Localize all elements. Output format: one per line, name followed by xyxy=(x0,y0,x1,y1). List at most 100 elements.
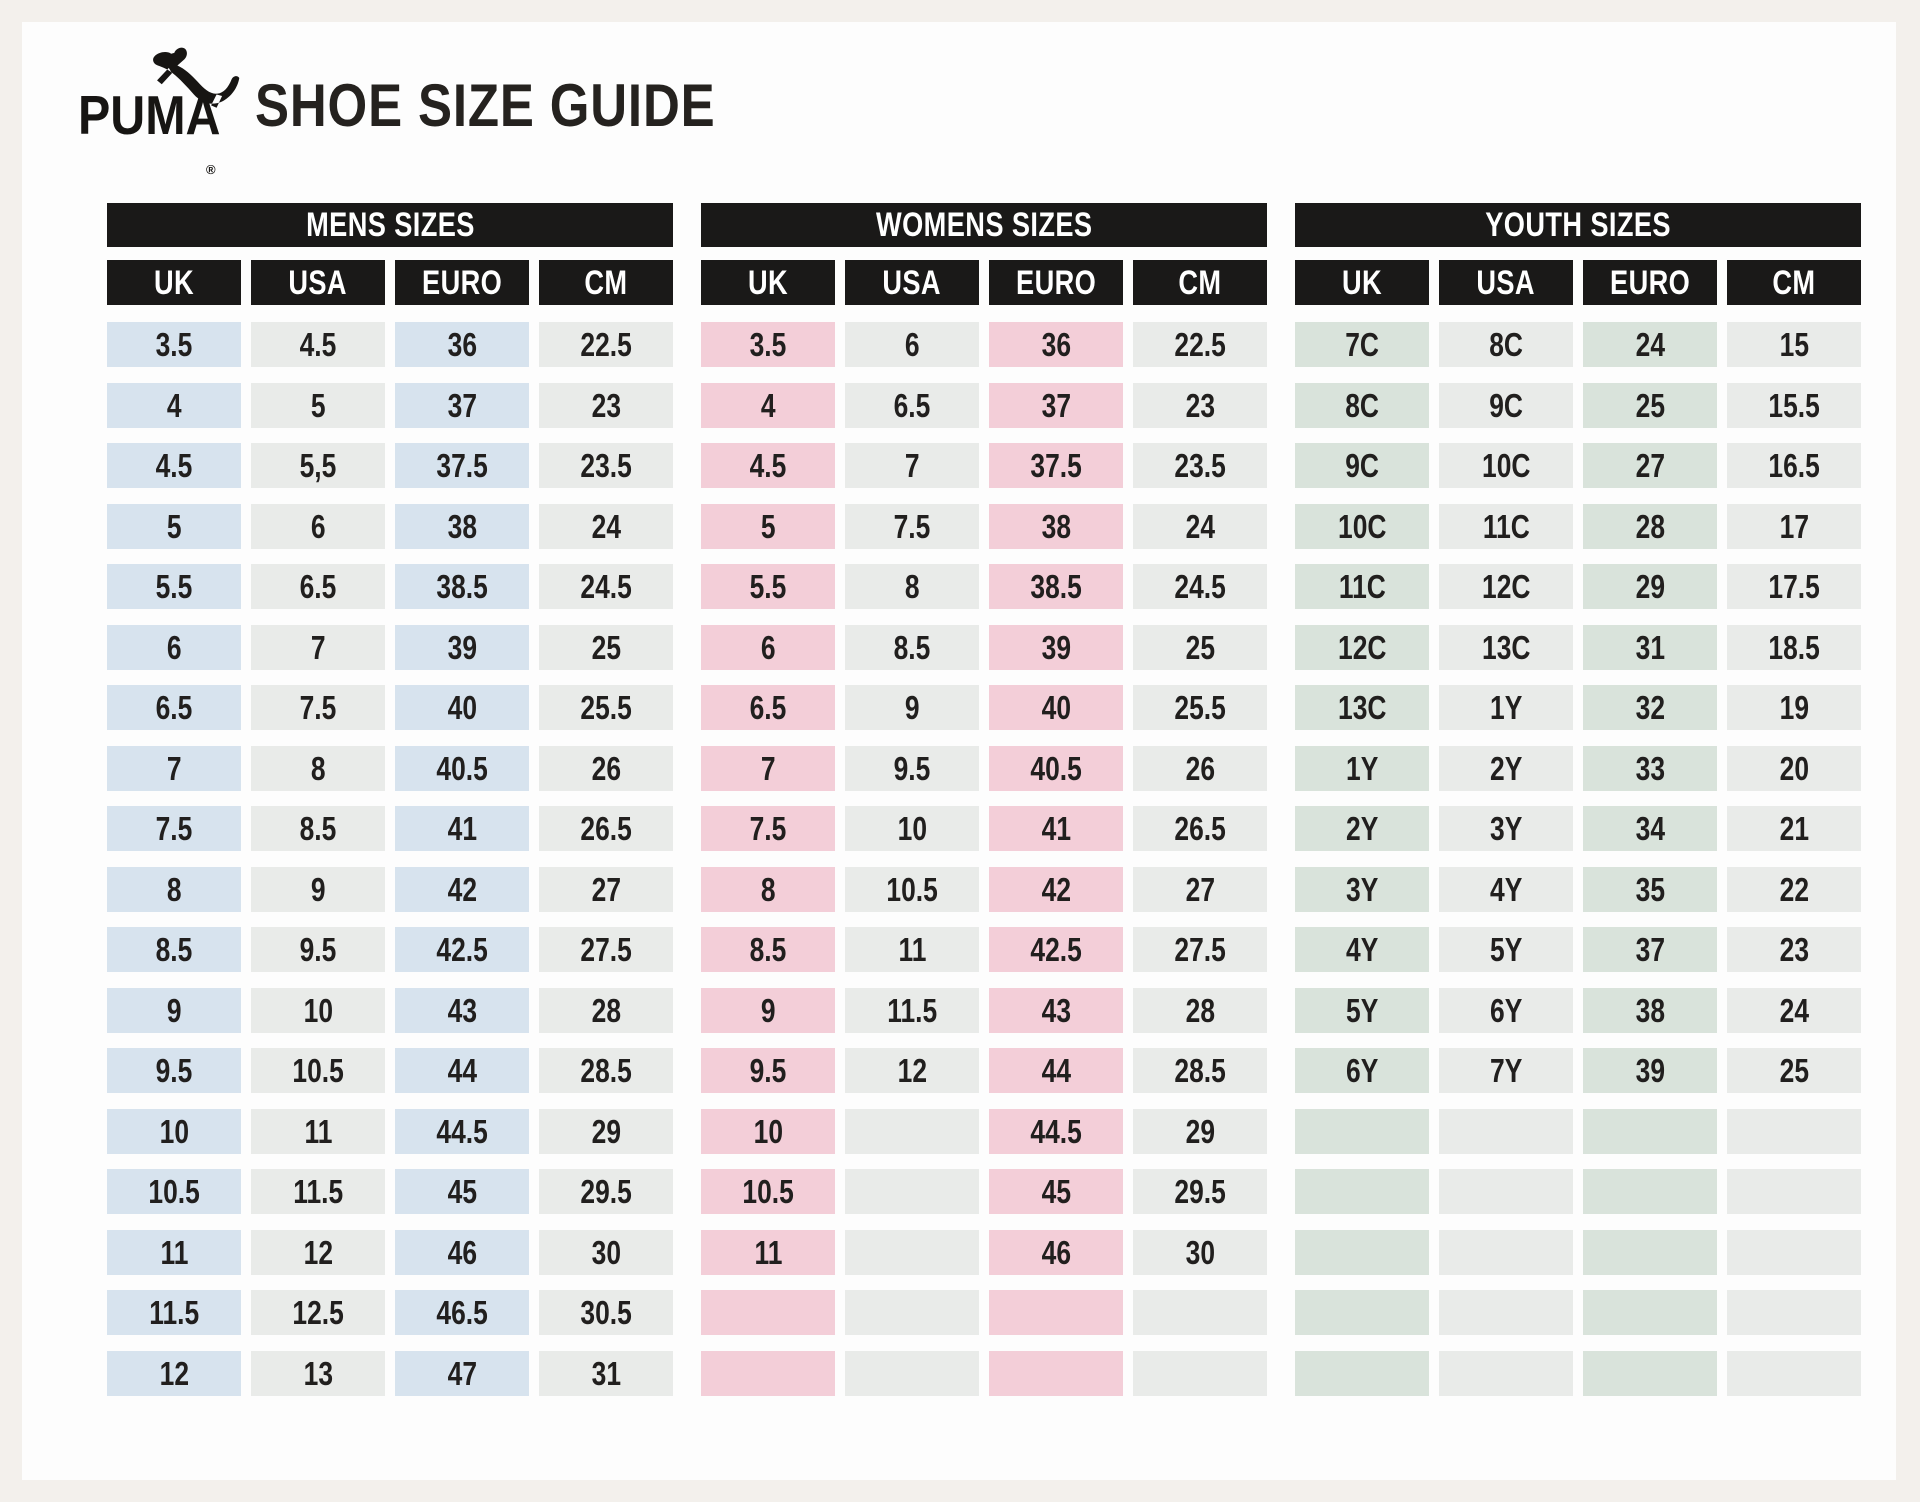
size-cell: 42.5 xyxy=(989,927,1123,972)
size-cell: 8C xyxy=(1295,382,1429,428)
size-cell-empty xyxy=(1727,1290,1861,1335)
size-cell-empty xyxy=(1295,1229,1429,1275)
size-cell-empty xyxy=(1439,1229,1573,1275)
size-cell: 5 xyxy=(107,503,241,549)
column-header-row: UK USA EURO CM xyxy=(701,260,1267,305)
size-cell: 22.5 xyxy=(539,322,673,367)
size-cell: 6 xyxy=(701,624,835,670)
size-cell-empty xyxy=(1439,1108,1573,1154)
size-cell: 8.5 xyxy=(701,927,835,972)
womens-sizes-table: WOMENS SIZES UK USA EURO CM 3.5 6 36 22.5 4 6.5 3… xyxy=(701,203,1267,1396)
size-cell: 1Y xyxy=(1439,685,1573,730)
size-cell-empty xyxy=(1727,1108,1861,1154)
size-cell: 10.5 xyxy=(107,1169,241,1214)
size-cell: 26.5 xyxy=(1133,806,1267,851)
size-cell: 8.5 xyxy=(251,806,385,851)
size-cell-empty xyxy=(1439,1290,1573,1335)
size-tables: MENS SIZES UK USA EURO CM 3.5 4.5 36 22.5 4 5 37 2… xyxy=(107,203,1861,1396)
size-grid: 7C 8C 24 15 8C 9C 25 15.5 9C 10C 27 16.5 10C 11C 28 17 1… xyxy=(1295,322,1861,1396)
size-cell: 9 xyxy=(107,987,241,1033)
size-cell-empty xyxy=(1583,1350,1717,1396)
size-cell: 37 xyxy=(989,382,1123,428)
size-cell-empty xyxy=(1295,1108,1429,1154)
size-cell: 13C xyxy=(1439,624,1573,670)
size-cell: 44 xyxy=(989,1048,1123,1093)
size-cell: 38 xyxy=(1583,987,1717,1033)
size-cell: 26.5 xyxy=(539,806,673,851)
size-cell: 7 xyxy=(701,745,835,791)
size-cell: 6 xyxy=(107,624,241,670)
size-cell-empty xyxy=(1583,1169,1717,1214)
size-cell: 24 xyxy=(1727,987,1861,1033)
size-cell: 39 xyxy=(989,624,1123,670)
column-header-row: UK USA EURO CM xyxy=(107,260,673,305)
size-cell: 5.5 xyxy=(107,564,241,609)
size-cell: 15 xyxy=(1727,322,1861,367)
size-cell: 10 xyxy=(845,806,979,851)
puma-logo: PUMA ® xyxy=(78,46,248,177)
size-cell: 3Y xyxy=(1439,806,1573,851)
size-cell: 24.5 xyxy=(1133,564,1267,609)
size-cell: 36 xyxy=(395,322,529,367)
size-cell: 8 xyxy=(701,866,835,912)
size-cell: 8.5 xyxy=(107,927,241,972)
size-cell: 38.5 xyxy=(395,564,529,609)
size-cell: 25 xyxy=(1727,1048,1861,1093)
size-cell: 45 xyxy=(395,1169,529,1214)
size-cell: 7 xyxy=(107,745,241,791)
size-cell: 31 xyxy=(1583,624,1717,670)
size-cell: 23.5 xyxy=(539,443,673,488)
size-cell: 46 xyxy=(989,1229,1123,1275)
size-cell-empty xyxy=(701,1350,835,1396)
size-cell: 4 xyxy=(107,382,241,428)
youth-table-title-bar: YOUTH SIZES xyxy=(1295,203,1861,247)
size-cell: 5Y xyxy=(1439,927,1573,972)
size-cell: 2Y xyxy=(1295,806,1429,851)
size-cell: 16.5 xyxy=(1727,443,1861,488)
size-cell: 4.5 xyxy=(251,322,385,367)
size-cell: 3Y xyxy=(1295,866,1429,912)
size-cell: 17.5 xyxy=(1727,564,1861,609)
size-cell-empty xyxy=(989,1350,1123,1396)
womens-table-title-bar: WOMENS SIZES xyxy=(701,203,1267,247)
registered-trademark: ® xyxy=(206,162,216,177)
mens-table-title-bar: MENS SIZES xyxy=(107,203,673,247)
size-cell: 5Y xyxy=(1295,987,1429,1033)
size-cell: 7Y xyxy=(1439,1048,1573,1093)
size-cell: 6.5 xyxy=(107,685,241,730)
size-cell: 25 xyxy=(539,624,673,670)
size-cell: 44.5 xyxy=(989,1108,1123,1154)
size-cell: 39 xyxy=(1583,1048,1717,1093)
size-cell: 19 xyxy=(1727,685,1861,730)
size-cell: 28.5 xyxy=(1133,1048,1267,1093)
size-cell: 42 xyxy=(989,866,1123,912)
size-cell: 5 xyxy=(701,503,835,549)
size-cell: 40.5 xyxy=(989,745,1123,791)
size-cell-empty xyxy=(1727,1169,1861,1214)
column-header-uk: UK xyxy=(107,260,241,305)
size-cell: 29 xyxy=(1133,1108,1267,1154)
size-cell: 43 xyxy=(989,987,1123,1033)
size-cell: 27 xyxy=(1583,443,1717,488)
size-cell: 10C xyxy=(1295,503,1429,549)
size-cell: 11C xyxy=(1439,503,1573,549)
size-cell-empty xyxy=(1583,1290,1717,1335)
size-cell-empty xyxy=(1295,1350,1429,1396)
size-cell-empty xyxy=(1439,1350,1573,1396)
size-cell: 40 xyxy=(395,685,529,730)
size-cell: 8C xyxy=(1439,322,1573,367)
size-cell: 10.5 xyxy=(251,1048,385,1093)
size-cell: 10 xyxy=(251,987,385,1033)
size-cell: 27.5 xyxy=(539,927,673,972)
size-cell: 23 xyxy=(1727,927,1861,972)
size-cell: 10 xyxy=(107,1108,241,1154)
size-cell: 25 xyxy=(1133,624,1267,670)
size-cell: 12C xyxy=(1295,624,1429,670)
size-cell: 22.5 xyxy=(1133,322,1267,367)
size-cell: 11 xyxy=(701,1229,835,1275)
size-cell: 17 xyxy=(1727,503,1861,549)
puma-wordmark: PUMA xyxy=(78,84,221,146)
size-cell: 21 xyxy=(1727,806,1861,851)
size-cell: 8 xyxy=(251,745,385,791)
size-cell: 23 xyxy=(1133,382,1267,428)
